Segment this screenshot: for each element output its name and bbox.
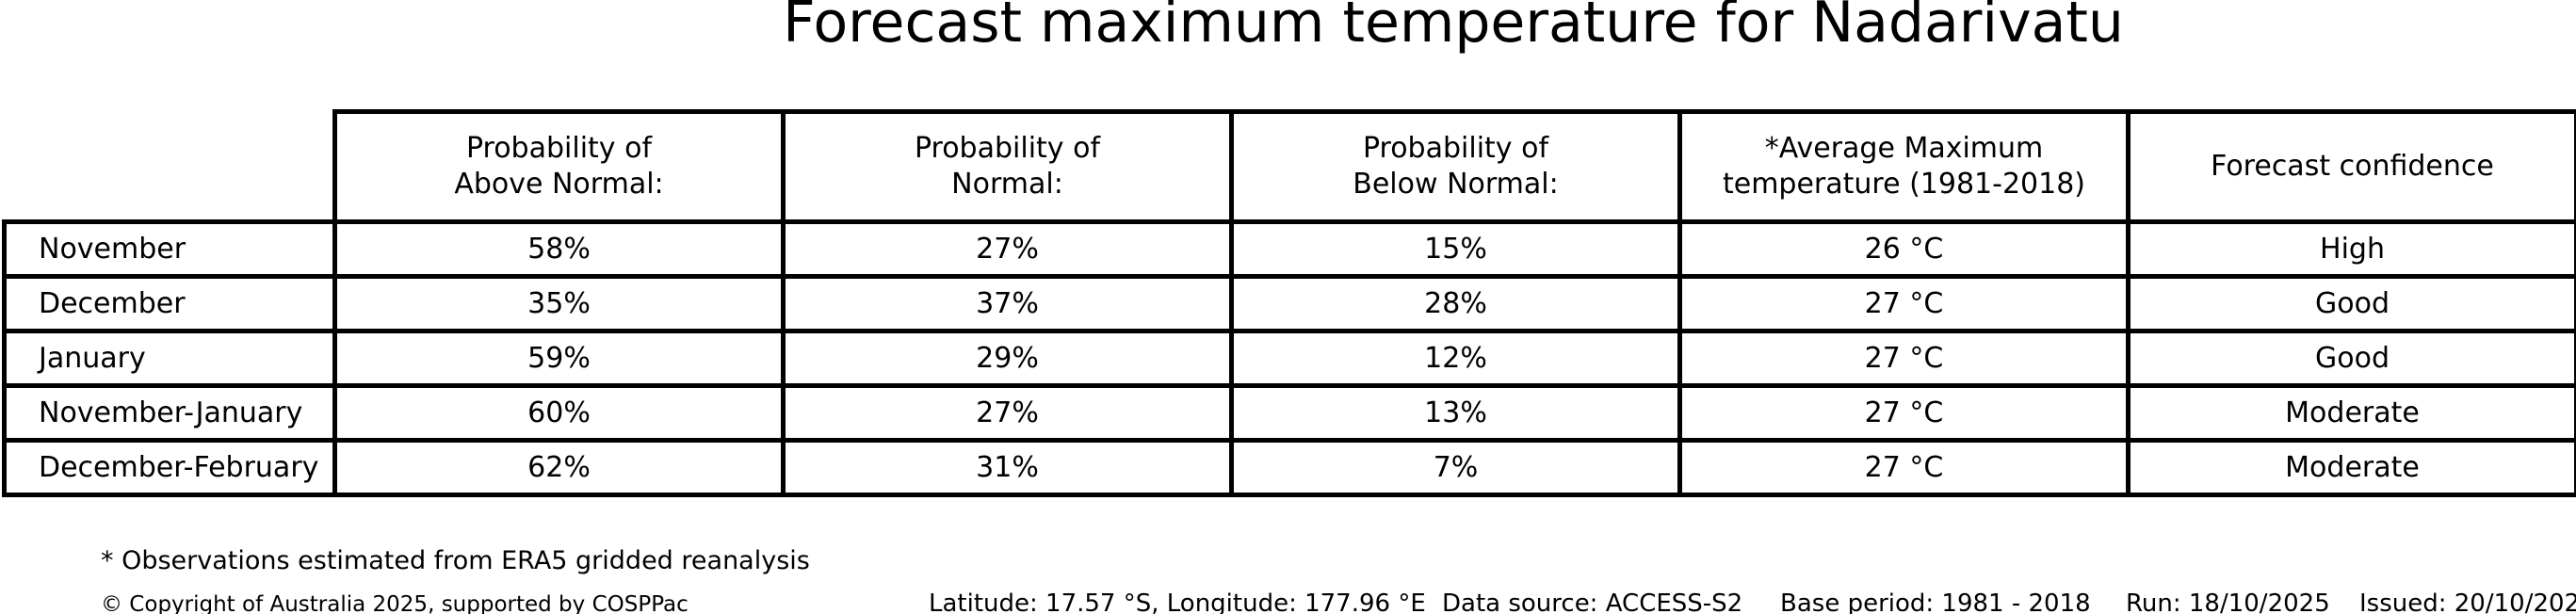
row-label: December-February [2, 438, 337, 497]
cell-average-temp: 27 °C [1677, 274, 2130, 333]
cell-above-normal: 58% [332, 219, 786, 279]
row-label: January [2, 329, 337, 388]
table-row-december-february: December-February 62% 31% 7% 27 °C Moder… [2, 438, 2576, 497]
cell-below-normal: 7% [1229, 438, 1682, 497]
cell-confidence: Good [2126, 329, 2576, 388]
era5-footnote: * Observations estimated from ERA5 gridd… [101, 546, 810, 575]
cell-average-temp: 27 °C [1677, 438, 2130, 497]
table-row-december: December 35% 37% 28% 27 °C Good [2, 274, 2576, 333]
cell-above-normal: 62% [332, 438, 786, 497]
header-forecast-confidence: Forecast confidence [2126, 109, 2576, 224]
table-corner-blank [4, 111, 335, 222]
header-below-normal: Probability of Below Normal: [1229, 109, 1682, 224]
row-label: November-January [2, 383, 337, 443]
cell-below-normal: 13% [1229, 383, 1682, 443]
copyright-text: © Copyright of Australia 2025, supported… [101, 592, 689, 614]
table-row-november-january: November-January 60% 27% 13% 27 °C Moder… [2, 383, 2576, 443]
cell-below-normal: 15% [1229, 219, 1682, 279]
cell-normal: 29% [781, 329, 1234, 388]
table-row-november: November 58% 27% 15% 26 °C High [2, 219, 2576, 279]
header-normal: Probability of Normal: [781, 109, 1234, 224]
cell-normal: 27% [781, 383, 1234, 443]
cell-average-temp: 27 °C [1677, 329, 2130, 388]
cell-average-temp: 27 °C [1677, 383, 2130, 443]
table-row-january: January 59% 29% 12% 27 °C Good [2, 329, 2576, 388]
data-source-text: Data source: ACCESS-S2 [1442, 590, 1743, 614]
cell-below-normal: 12% [1229, 329, 1682, 388]
row-label: December [2, 274, 337, 333]
base-period-text: Base period: 1981 - 2018 [1780, 590, 2091, 614]
cell-average-temp: 26 °C [1677, 219, 2130, 279]
header-average-max-temp: *Average Maximum temperature (1981-2018) [1677, 109, 2130, 224]
cell-above-normal: 59% [332, 329, 786, 388]
table-header-row: Probability of Above Normal: Probability… [4, 109, 2576, 224]
page-title: Forecast maximum temperature for Nadariv… [783, 0, 2124, 56]
cell-normal: 31% [781, 438, 1234, 497]
issued-date-text: Issued: 20/10/2025 [2359, 590, 2576, 614]
run-date-text: Run: 18/10/2025 [2126, 590, 2330, 614]
cell-confidence: High [2126, 219, 2576, 279]
cell-normal: 37% [781, 274, 1234, 333]
cell-normal: 27% [781, 219, 1234, 279]
forecast-table: Probability of Above Normal: Probability… [2, 109, 2576, 497]
cell-above-normal: 60% [332, 383, 786, 443]
lat-long-text: Latitude: 17.57 °S, Longitude: 177.96 °E [929, 590, 1426, 614]
header-above-normal: Probability of Above Normal: [332, 109, 786, 224]
cell-below-normal: 28% [1229, 274, 1682, 333]
cell-confidence: Good [2126, 274, 2576, 333]
cell-confidence: Moderate [2126, 438, 2576, 497]
cell-confidence: Moderate [2126, 383, 2576, 443]
cell-above-normal: 35% [332, 274, 786, 333]
row-label: November [2, 219, 337, 279]
